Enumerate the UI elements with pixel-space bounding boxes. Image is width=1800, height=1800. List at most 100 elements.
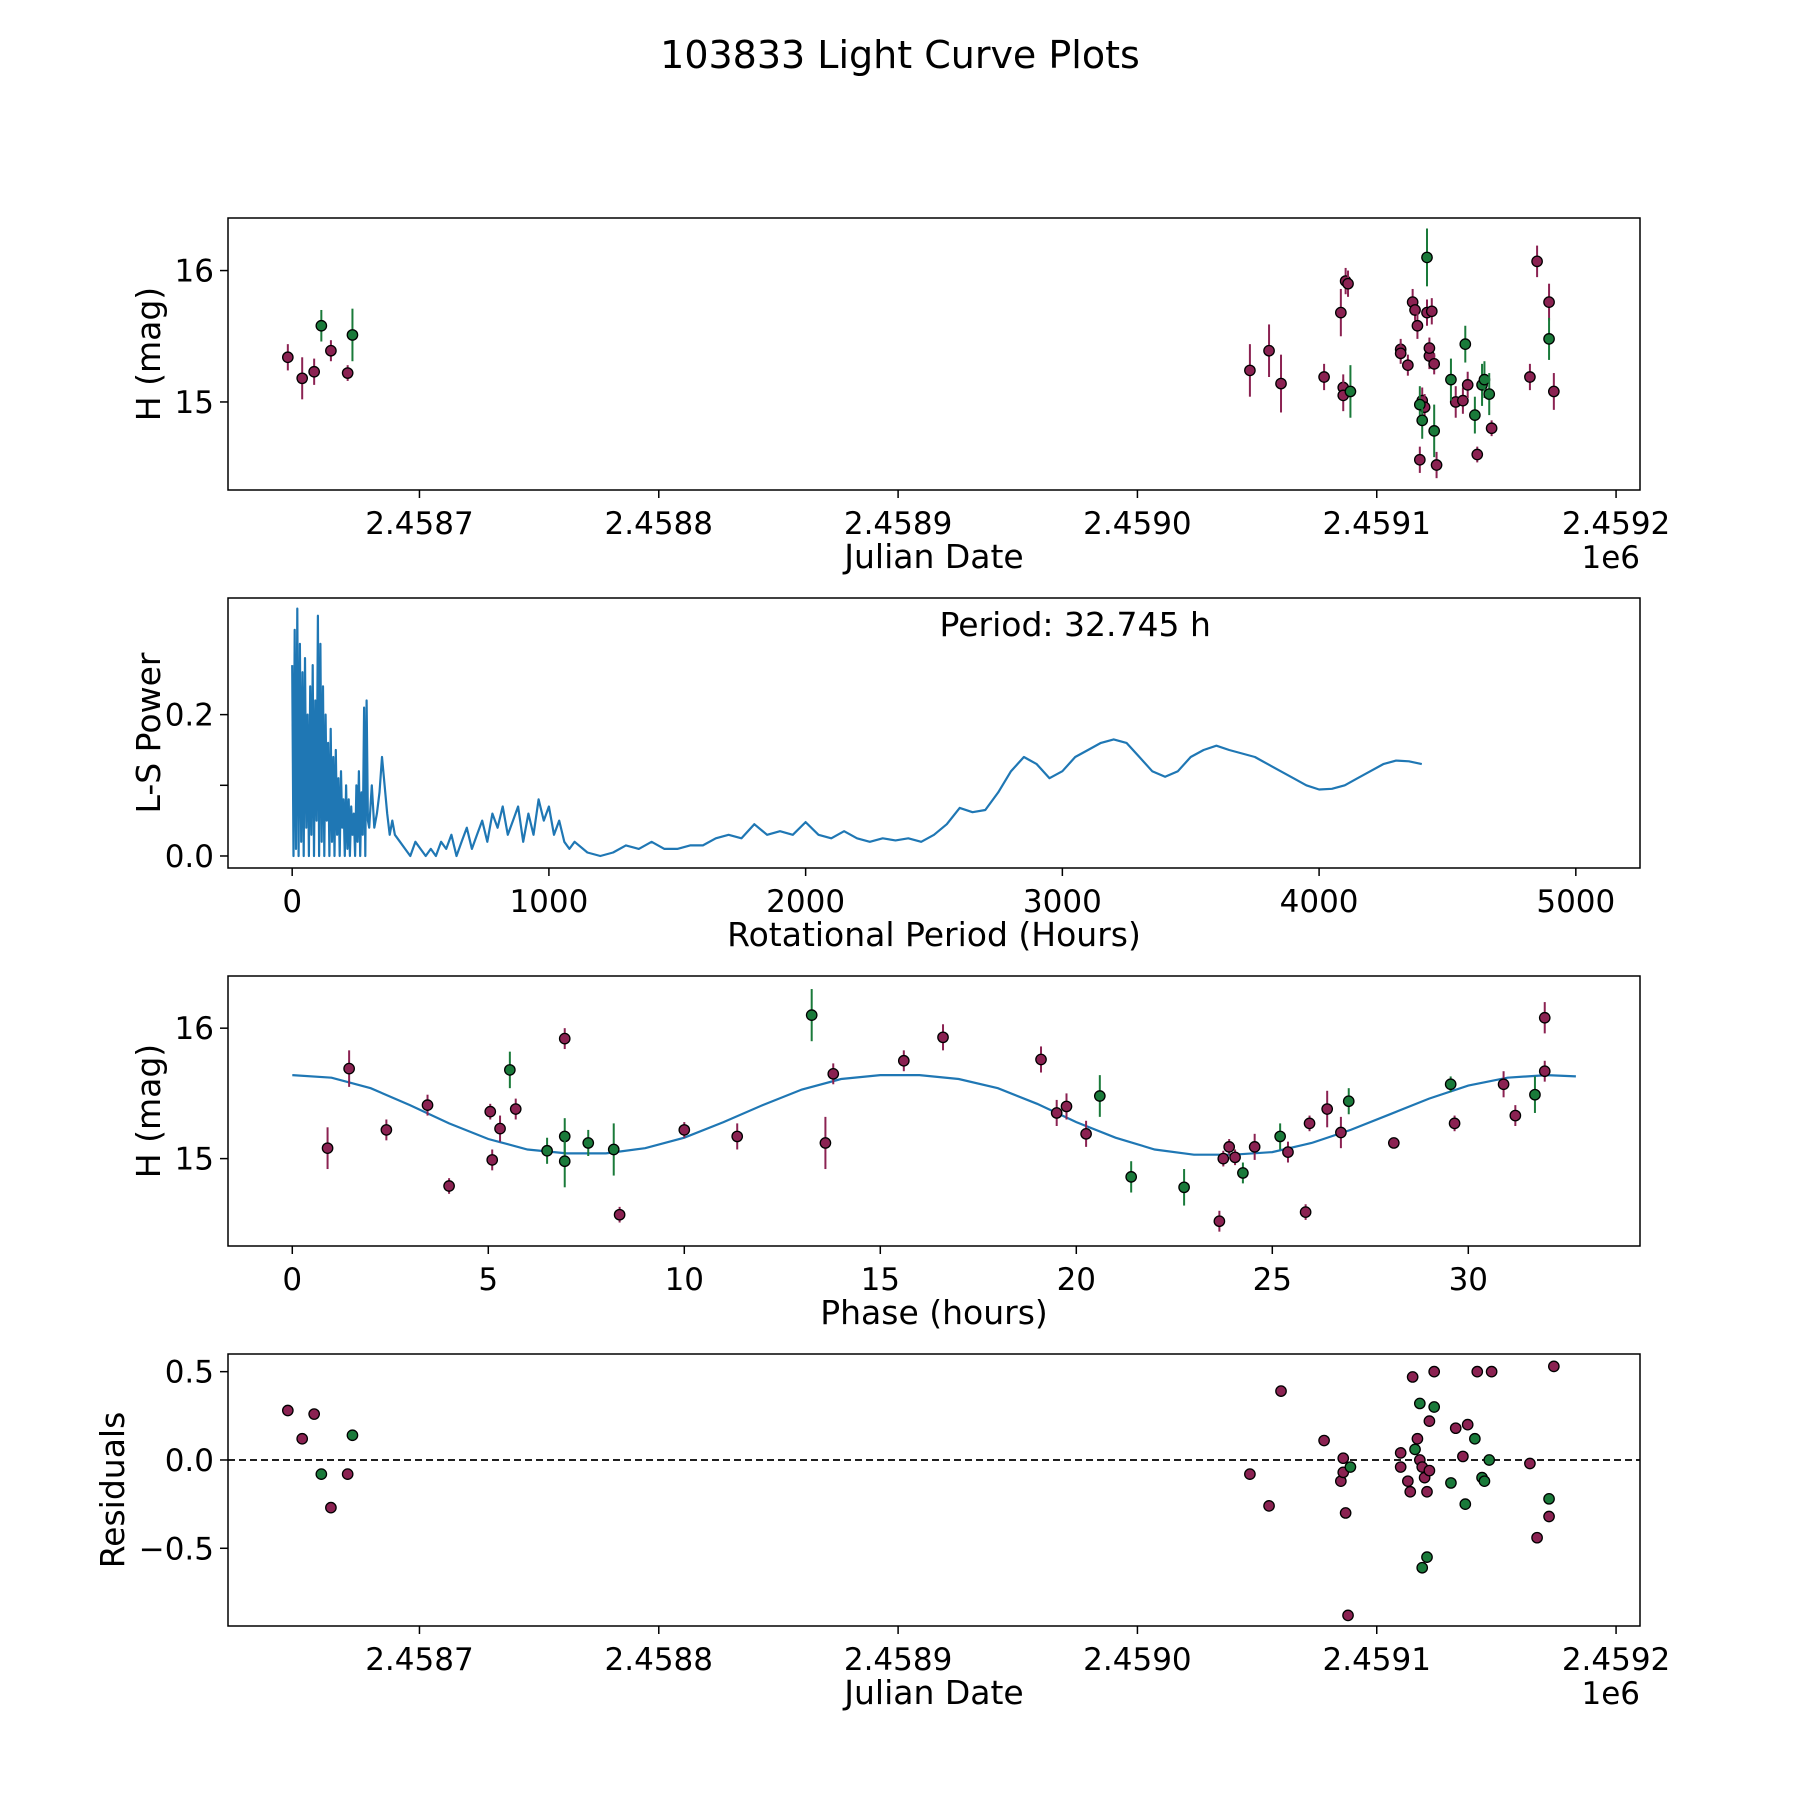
data-point [731,1130,744,1143]
axes-frame [227,217,1641,491]
data-point [1229,1151,1241,1164]
data-point [1334,306,1347,319]
data-point [1093,1090,1106,1102]
data-point [1244,364,1256,377]
data-point [296,372,309,385]
data-point [1178,1181,1190,1194]
y-tick-label: 0.5 [165,1355,214,1391]
data-point [1409,1443,1421,1456]
data-point [607,1143,620,1156]
x-tick-label: 2.4588 [605,506,713,542]
panel-residuals: 2.4587 2.4588 2.4589 2.4590 2.4591 2.4592 −0.5… [93,1353,1670,1712]
data-point [325,1501,337,1514]
data-point [1387,1137,1400,1149]
data-point [1402,359,1414,372]
data-point [315,319,328,332]
data-point [1275,1385,1287,1397]
data-point [1444,1078,1457,1091]
data-point [1524,1457,1536,1470]
data-point [819,1137,832,1149]
data-point [937,1031,949,1044]
x-tick-label: 4000 [1280,884,1359,920]
data-point [558,1032,571,1045]
data-point [1478,373,1491,386]
x-tick-label: 10 [665,1262,704,1298]
axes-frame [227,597,1641,869]
x-offset-label: 1e6 [1581,540,1640,576]
data-point [1428,425,1441,437]
data-point [1448,1117,1461,1130]
data-point [1318,1434,1330,1447]
data-point [1461,1418,1474,1431]
data-point [1282,1146,1294,1158]
x-tick-label: 3000 [1023,884,1102,920]
data-point [443,1180,455,1192]
x-tick-label: 2.4587 [365,1642,473,1678]
data-point [1459,338,1472,350]
x-tick-label: 2000 [766,884,845,920]
data-point [1394,1447,1407,1459]
data-point [541,1144,553,1157]
data-point [1459,1498,1472,1510]
data-point [1428,358,1441,370]
y-tick-label: 0.2 [165,698,214,734]
data-point [1485,422,1498,435]
x-tick-label: 0 [282,884,302,920]
data-point [1402,1475,1414,1488]
panel-periodogram: 0 1000 2000 3000 4000 5000 0.0 0.2 Rotational Pe… [129,597,1641,954]
data-point [1421,1485,1433,1498]
data-point [346,329,359,341]
data-point [1342,1609,1354,1622]
y-axis-label: L-S Power [129,652,168,813]
panel-phased: 0 5 10 15 20 25 30 15 16 Phase (hours) H (mag) [129,975,1641,1332]
x-axis-label: Julian Date [842,537,1024,576]
periodogram-line [291,607,1423,858]
data-point [296,1432,309,1445]
plot-area [228,1360,1640,1622]
data-point [1543,333,1555,345]
data-point [582,1137,595,1149]
data-point [1428,1401,1441,1413]
data-point [281,351,294,364]
data-point [1471,448,1484,461]
y-tick-label: 15 [175,385,214,421]
data-point [308,1408,321,1420]
data-point [1469,409,1481,421]
data-point [1547,385,1560,398]
y-tick-label: 0.0 [165,839,214,875]
chart-panels: 2.4587 2.4588 2.4589 2.4590 2.4591 2.4592 15 16… [93,217,1670,1712]
data-point [678,1124,691,1136]
data-point [1263,344,1275,357]
data-point [1421,1551,1433,1563]
figure-title: 103833 Light Curve Plots [660,33,1140,77]
panel-lightcurve: 2.4587 2.4588 2.4589 2.4590 2.4591 2.4592 15 16… [129,217,1670,576]
data-point [1060,1100,1073,1113]
plot-area [291,607,1423,858]
data-point [504,1064,516,1076]
data-point [1457,394,1469,407]
x-tick-label: 1000 [509,884,588,920]
data-point [897,1054,910,1067]
data-point [343,1062,355,1075]
data-point [380,1124,393,1136]
data-point [1423,1464,1436,1477]
data-point [1413,453,1426,466]
y-axis-label: Residuals [93,1412,132,1569]
data-point [1413,1397,1426,1410]
data-point [346,1429,359,1442]
data-point [1509,1109,1522,1122]
data-point [1411,319,1424,332]
x-axis-label: Rotational Period (Hours) [727,915,1141,954]
data-point [308,365,321,378]
data-point [1342,1095,1355,1108]
x-tick-label: 2.4588 [605,1642,713,1678]
data-point [1342,277,1354,290]
data-point [1538,1065,1551,1078]
data-point [1125,1171,1138,1183]
data-point [1274,1130,1286,1143]
x-axis-label: Phase (hours) [820,1293,1048,1332]
fit-curve [292,1073,1576,1156]
data-point [1423,1415,1436,1427]
data-point [1471,1365,1484,1378]
